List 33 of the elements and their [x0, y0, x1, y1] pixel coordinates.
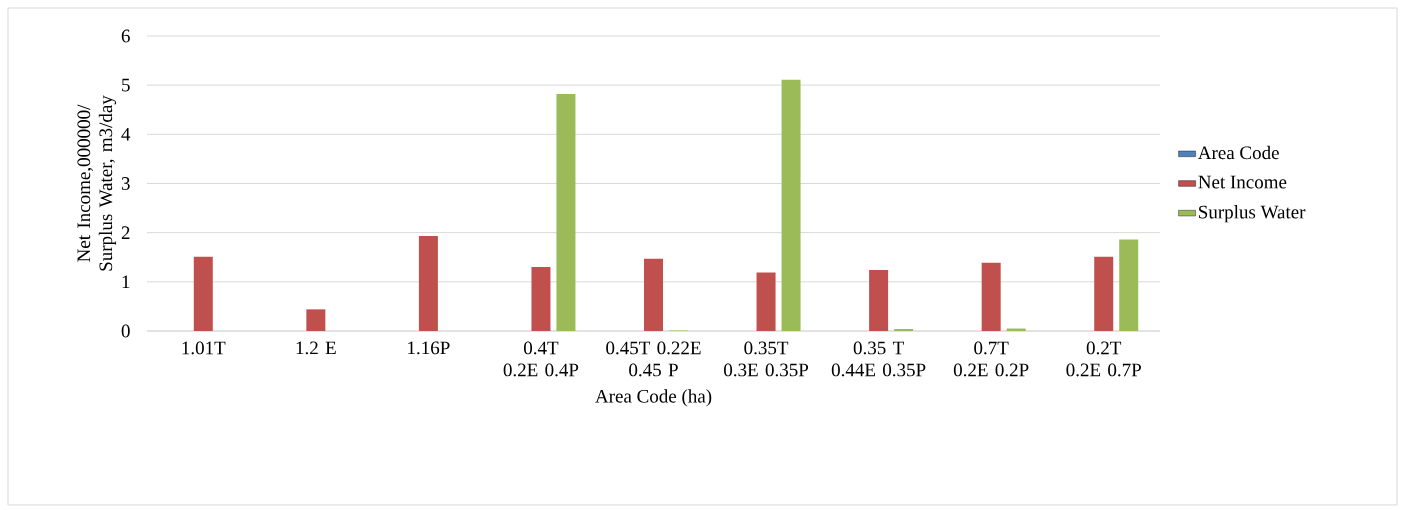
bar	[193, 256, 213, 331]
legend-label: Surplus Water	[1199, 205, 1306, 223]
y-tick-label: 2	[121, 226, 130, 239]
x-tick-label: 0.7T 0.2E 0.2P	[953, 341, 1029, 377]
bar	[981, 262, 1001, 331]
y-tick-label: 3	[121, 177, 130, 190]
x-tick-label: 1.2 E	[296, 341, 336, 355]
y-tick-label: 1	[122, 275, 130, 289]
bar	[418, 236, 438, 331]
x-axis-title: Area Code (ha)	[595, 389, 712, 407]
y-tick-label: 0	[121, 324, 130, 338]
x-tick-label: 0.35 T 0.44E 0.35P	[831, 341, 926, 377]
x-tick-label: 1.01T	[182, 341, 226, 355]
y-tick-label: 5	[122, 78, 130, 92]
bar	[1094, 256, 1114, 331]
y-axis-title: Net Income,000000/ Surplus Water, m3/day	[77, 95, 117, 271]
bar	[1119, 239, 1139, 331]
y-tick-label: 4	[121, 128, 131, 141]
x-tick-label: 0.4T 0.2E 0.4P	[503, 341, 579, 377]
x-tick-label: 1.16P	[408, 341, 450, 355]
bar	[781, 79, 801, 331]
legend-label: Net Income	[1198, 175, 1287, 189]
y-tick-label: 6	[121, 29, 130, 43]
bar	[869, 270, 889, 331]
bar	[556, 94, 576, 331]
x-tick-label: 0.45T 0.22E 0.45 P	[606, 341, 701, 377]
bar	[756, 272, 776, 331]
legend-label: Area Code	[1197, 145, 1279, 160]
x-tick-label: 0.2T 0.2E 0.7P	[1066, 341, 1141, 377]
bar	[644, 258, 664, 331]
x-tick-label: 0.35T 0.3E 0.35P	[724, 341, 809, 377]
bar	[531, 267, 551, 331]
bar	[306, 309, 326, 331]
